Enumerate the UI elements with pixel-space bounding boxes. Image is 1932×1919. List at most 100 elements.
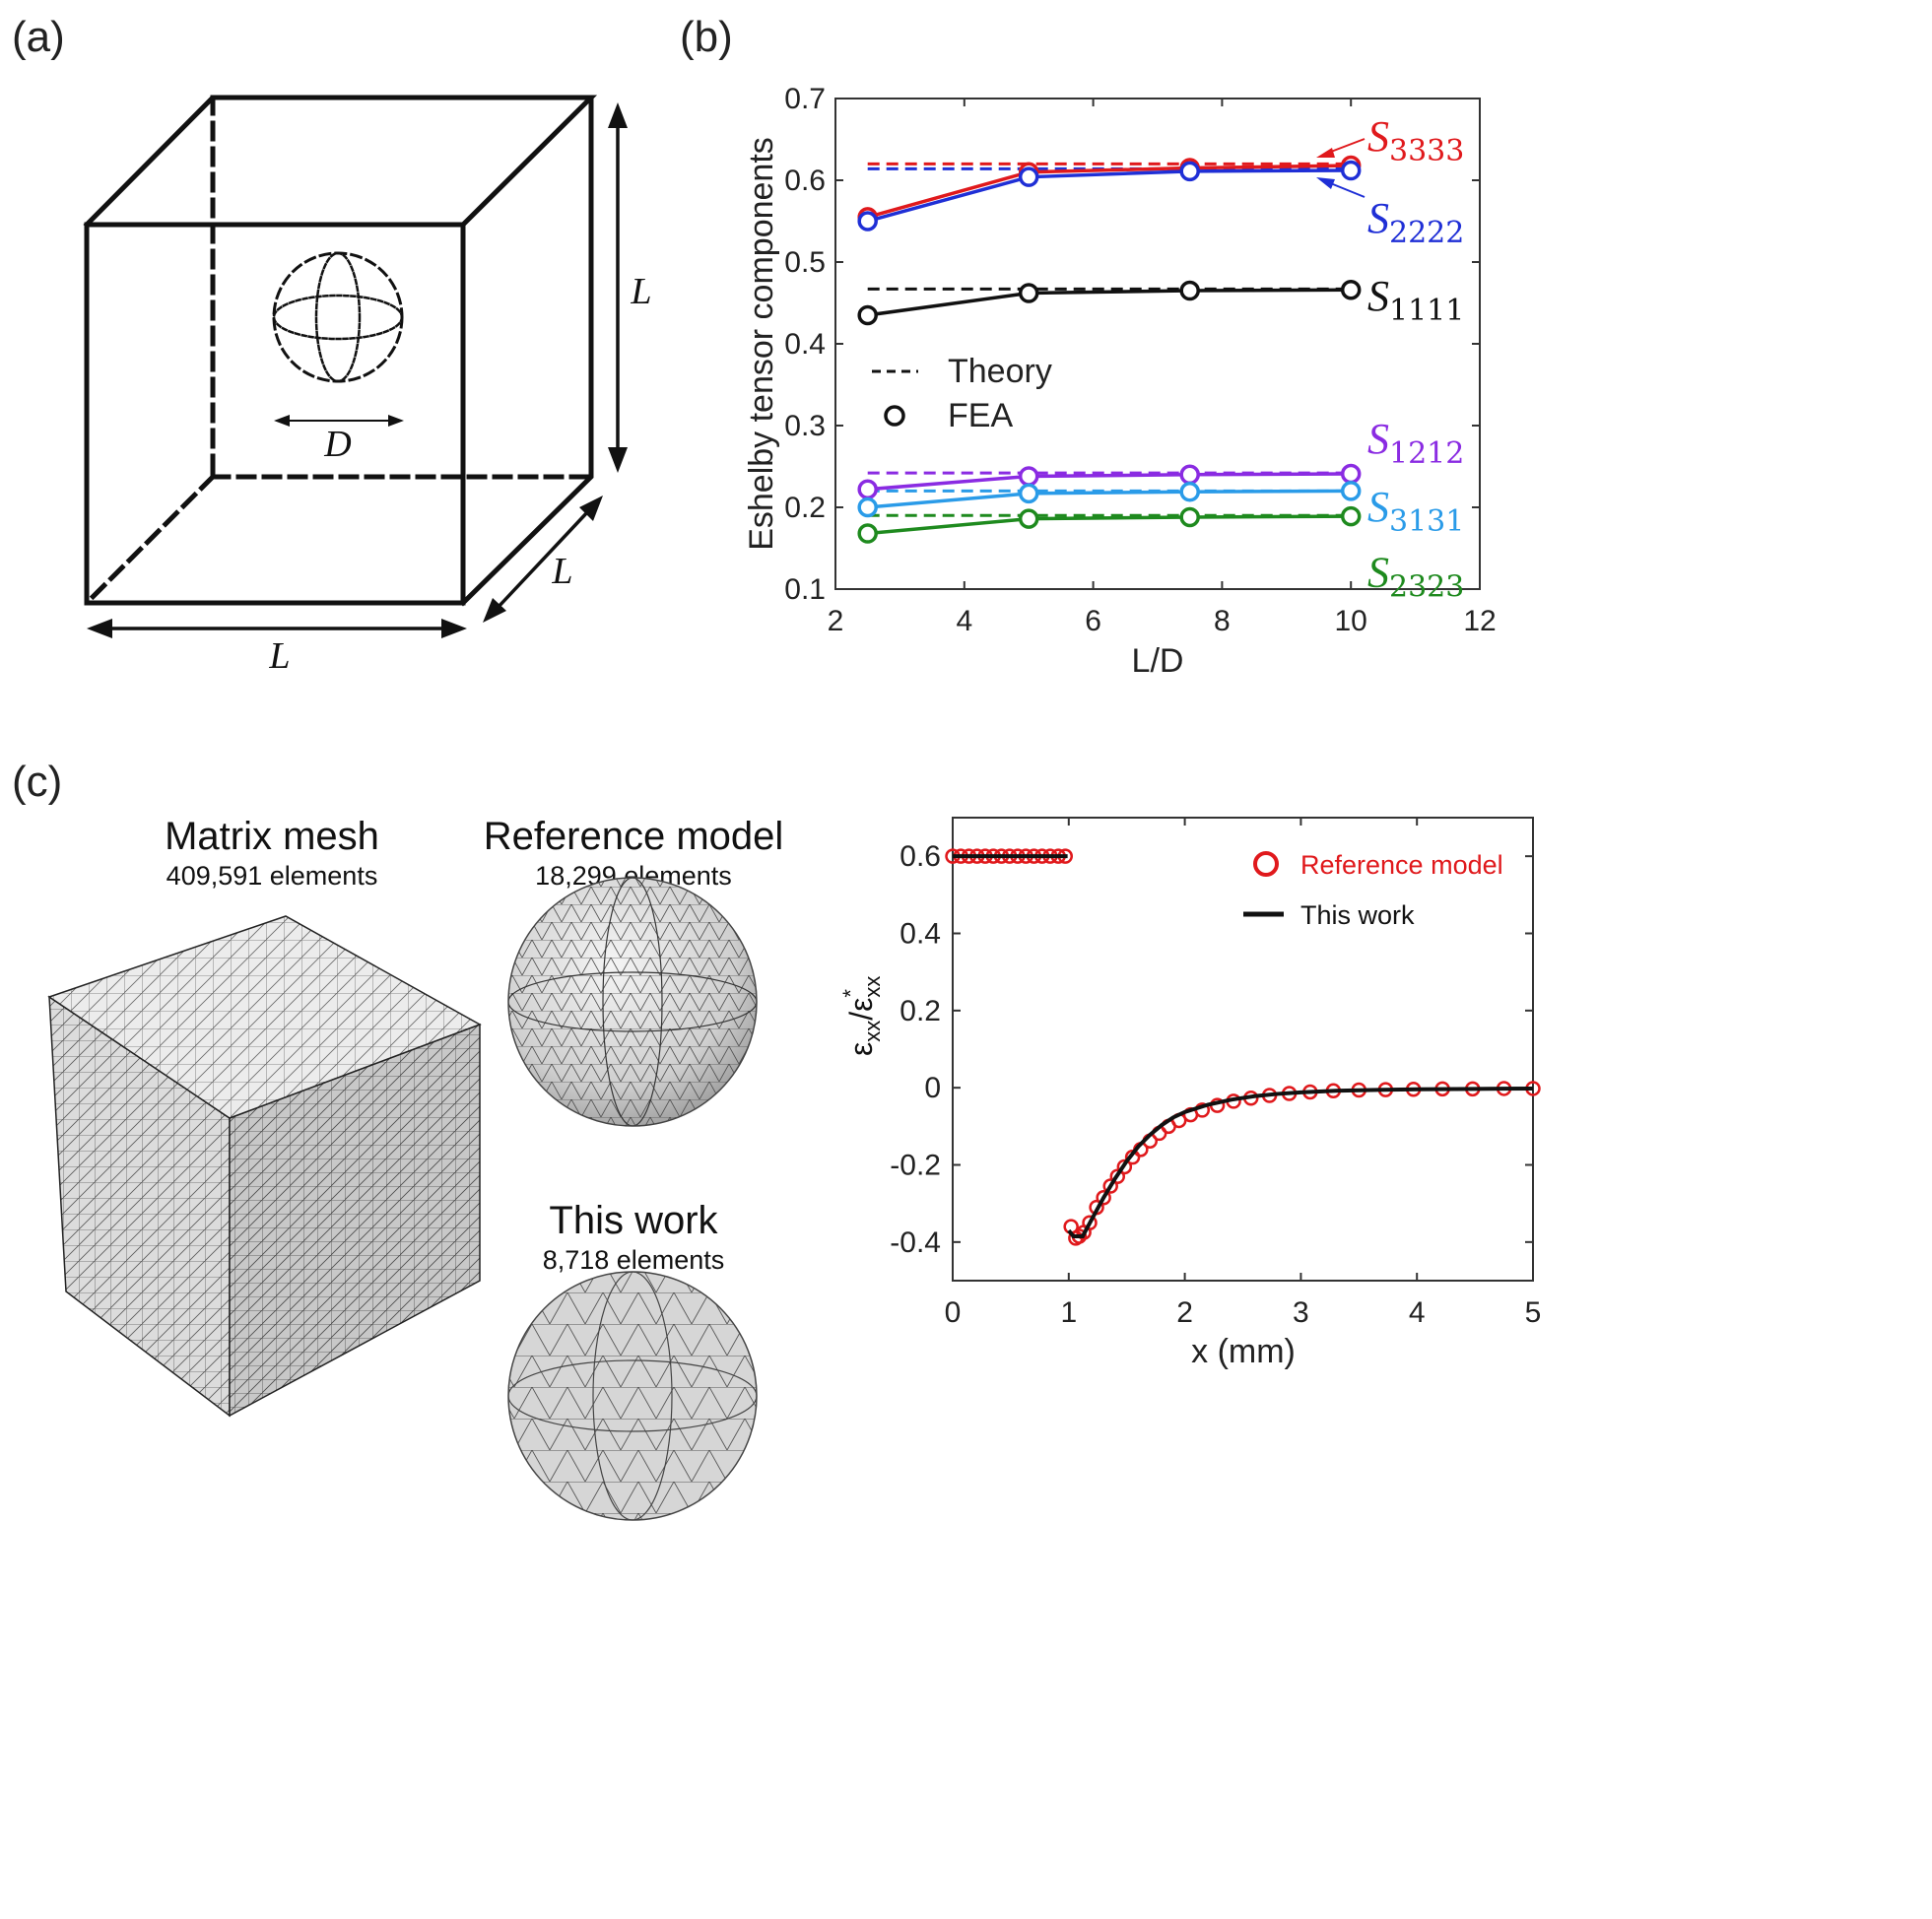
series-label-s1111: S1111 bbox=[1367, 272, 1464, 328]
sphere-inclusion-icon bbox=[272, 251, 404, 383]
b-xtick-label: 10 bbox=[1335, 605, 1367, 637]
fea-point-s1111 bbox=[1340, 279, 1362, 300]
c-xtick-label: 0 bbox=[945, 1296, 962, 1329]
this-work-sphere bbox=[507, 1271, 758, 1521]
ylabel-eps1: ε bbox=[843, 1042, 879, 1056]
b-ytick-label: 0.5 bbox=[784, 246, 826, 279]
this-work-title: This work bbox=[549, 1199, 718, 1242]
c-ytick-label: 0.4 bbox=[899, 918, 941, 951]
b-ytick-label: 0.1 bbox=[784, 573, 826, 606]
reference-model-title: Reference model bbox=[484, 815, 784, 858]
fea-point-s3131 bbox=[857, 496, 878, 518]
fea-point-s1212 bbox=[857, 479, 878, 499]
fea-point-s2222 bbox=[1018, 166, 1039, 187]
s3333-arrow-head bbox=[1316, 148, 1335, 158]
chart-c-frame bbox=[952, 817, 1534, 1282]
chart-c-ylabel: εxx/εxx* bbox=[838, 976, 885, 1056]
chart-b-xlabel: L/D bbox=[1132, 642, 1184, 680]
cube-diagram bbox=[83, 95, 598, 607]
series-label-base: S bbox=[1367, 483, 1389, 531]
chart-c-ylabel-text: εxx/εxx* bbox=[838, 976, 885, 1056]
c-xtick-label: 1 bbox=[1060, 1296, 1077, 1329]
chart-c-legend: Reference model This work bbox=[1243, 850, 1503, 930]
c-ytick-label: -0.4 bbox=[890, 1226, 941, 1259]
l-label-depth: L bbox=[551, 551, 572, 592]
b-xtick-label: 4 bbox=[956, 605, 972, 637]
series-label-sub: 2323 bbox=[1389, 569, 1464, 604]
matrix-mesh-subtitle: 409,591 elements bbox=[167, 861, 378, 891]
legend-fea-swatch bbox=[884, 405, 905, 427]
reference-model-sphere bbox=[507, 877, 758, 1127]
dimension-arrows bbox=[87, 102, 628, 638]
this-work-line-segment-2 bbox=[1067, 1086, 1534, 1238]
c-ytick-label: 0.2 bbox=[899, 995, 941, 1027]
fea-point-s2222 bbox=[857, 211, 878, 232]
l-label-right: L bbox=[630, 271, 651, 312]
l-label-bottom: L bbox=[268, 635, 290, 677]
panel-a: (a) D L L L bbox=[12, 13, 652, 677]
ylabel-star: * bbox=[838, 989, 863, 998]
fea-point-s3131 bbox=[1018, 483, 1039, 504]
b-ytick-label: 0.3 bbox=[784, 410, 826, 442]
fea-point-s3131 bbox=[1340, 481, 1362, 501]
chart-c-ticks: 0 1 2 3 4 5 -0.4 -0.2 0 0.2 0.4 0.6 bbox=[890, 818, 1541, 1329]
fea-point-s1212 bbox=[1179, 464, 1200, 486]
chart-b-ylabel: Eshelby tensor components bbox=[743, 137, 780, 551]
legend-reference-swatch bbox=[1253, 851, 1279, 877]
fea-point-s1111 bbox=[1179, 280, 1200, 301]
ylabel-eps2: ε bbox=[843, 998, 879, 1012]
chart-b-arrows bbox=[1316, 138, 1366, 198]
legend-work-label: This work bbox=[1300, 900, 1415, 930]
series-label-base: S bbox=[1367, 415, 1389, 463]
fea-point-s1111 bbox=[857, 304, 878, 326]
ylabel-sub1: xx bbox=[860, 1021, 885, 1042]
series-label-s3131: S3131 bbox=[1367, 483, 1464, 539]
fea-line-s2323 bbox=[867, 514, 1352, 536]
series-label-base: S bbox=[1367, 112, 1389, 161]
reference-point bbox=[1109, 1168, 1126, 1184]
ylabel-sub2: xx bbox=[860, 976, 885, 998]
legend-reference-label: Reference model bbox=[1300, 850, 1503, 880]
b-xtick-label: 2 bbox=[828, 605, 844, 637]
series-label-s1212: S1212 bbox=[1367, 415, 1464, 471]
series-label-s2222: S2222 bbox=[1367, 194, 1464, 250]
b-ytick-label: 0.2 bbox=[784, 492, 826, 524]
chart-c-xlabel: x (mm) bbox=[1191, 1333, 1296, 1370]
panel-c: (c) Matrix mesh 409,591 elements Referen… bbox=[12, 758, 784, 1521]
series-label-base: S bbox=[1367, 548, 1389, 596]
legend-fea-label: FEA bbox=[948, 397, 1013, 434]
chart-b-fea-series bbox=[857, 155, 1362, 544]
fea-point-s1212 bbox=[1018, 466, 1039, 487]
chart-b-legend: Theory FEA bbox=[872, 353, 1052, 434]
c-xtick-label: 2 bbox=[1176, 1296, 1193, 1329]
b-ytick-label: 0.7 bbox=[784, 83, 826, 115]
c-xtick-label: 4 bbox=[1409, 1296, 1426, 1329]
c-ytick-label: -0.2 bbox=[890, 1150, 941, 1182]
b-xtick-label: 12 bbox=[1463, 605, 1496, 637]
fea-point-s2323 bbox=[857, 523, 878, 544]
series-label-base: S bbox=[1367, 272, 1389, 320]
fea-line-s3333 bbox=[867, 164, 1352, 220]
fea-point-s1212 bbox=[1340, 463, 1362, 485]
fea-line-s3131 bbox=[867, 489, 1352, 509]
this-work-subtitle: 8,718 elements bbox=[543, 1245, 725, 1275]
fea-line-s2222 bbox=[867, 168, 1352, 224]
series-label-s3333: S3333 bbox=[1367, 112, 1464, 168]
c-ytick-label: 0 bbox=[924, 1072, 941, 1104]
panel-c-label: (c) bbox=[12, 758, 62, 806]
b-xtick-label: 8 bbox=[1214, 605, 1231, 637]
c-xtick-label: 3 bbox=[1293, 1296, 1309, 1329]
fea-point-s2222 bbox=[1179, 161, 1200, 182]
series-label-sub: 2222 bbox=[1389, 216, 1464, 250]
d-label: D bbox=[323, 424, 351, 465]
chart-b-theory-lines bbox=[867, 162, 1352, 517]
c-xtick-label: 5 bbox=[1525, 1296, 1542, 1329]
chart-c-reference-points bbox=[945, 848, 1541, 1246]
reference-point bbox=[1116, 1158, 1133, 1175]
series-label-sub: 1111 bbox=[1389, 294, 1464, 328]
series-label-s2323: S2323 bbox=[1367, 548, 1464, 604]
cube-hidden-edges bbox=[83, 95, 594, 607]
b-ytick-label: 0.6 bbox=[784, 165, 826, 197]
